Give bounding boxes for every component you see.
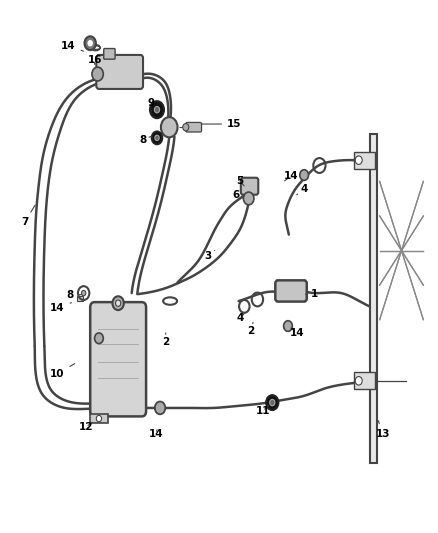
Circle shape [152, 132, 162, 144]
Circle shape [113, 296, 124, 310]
FancyBboxPatch shape [90, 302, 146, 416]
Text: 14: 14 [284, 171, 298, 181]
Circle shape [244, 192, 254, 205]
Bar [370, 134, 378, 463]
Text: 10: 10 [50, 364, 75, 379]
Text: 6: 6 [233, 190, 243, 200]
FancyBboxPatch shape [96, 55, 143, 89]
Circle shape [183, 124, 189, 131]
Circle shape [155, 401, 165, 414]
Text: 4: 4 [297, 184, 308, 195]
Text: 14: 14 [290, 328, 304, 338]
Circle shape [161, 117, 177, 138]
Circle shape [270, 399, 275, 406]
Text: 13: 13 [375, 421, 390, 439]
Circle shape [300, 169, 308, 180]
Text: 16: 16 [87, 55, 102, 65]
Text: 5: 5 [237, 176, 244, 187]
Circle shape [154, 107, 159, 113]
Circle shape [355, 376, 362, 385]
Text: 12: 12 [78, 422, 93, 432]
FancyBboxPatch shape [241, 177, 258, 195]
Text: 1: 1 [305, 289, 318, 299]
Text: 4: 4 [236, 313, 244, 323]
Circle shape [150, 101, 164, 118]
Circle shape [85, 36, 96, 50]
Circle shape [88, 41, 92, 46]
Text: 2: 2 [162, 333, 170, 347]
Text: 3: 3 [205, 251, 215, 261]
Text: 14: 14 [61, 41, 84, 51]
Circle shape [92, 67, 103, 81]
Text: 2: 2 [247, 322, 254, 336]
Bar [77, 296, 83, 301]
Circle shape [116, 300, 121, 306]
Circle shape [266, 395, 279, 410]
Circle shape [355, 156, 362, 165]
Text: 8: 8 [139, 135, 151, 145]
Text: 14: 14 [50, 303, 71, 313]
Circle shape [155, 135, 159, 141]
Text: 9: 9 [148, 98, 155, 111]
FancyBboxPatch shape [276, 280, 307, 302]
FancyBboxPatch shape [186, 123, 201, 132]
Bar [354, 152, 375, 168]
Text: 15: 15 [202, 119, 241, 129]
Bar [90, 414, 108, 423]
Circle shape [96, 415, 102, 422]
Bar [354, 372, 375, 389]
Text: 7: 7 [21, 205, 35, 228]
Text: 8: 8 [66, 289, 81, 300]
FancyBboxPatch shape [104, 49, 115, 59]
Circle shape [284, 321, 292, 332]
Text: 14: 14 [148, 429, 163, 439]
Circle shape [81, 290, 86, 296]
Text: 11: 11 [255, 406, 270, 416]
Circle shape [95, 333, 103, 344]
